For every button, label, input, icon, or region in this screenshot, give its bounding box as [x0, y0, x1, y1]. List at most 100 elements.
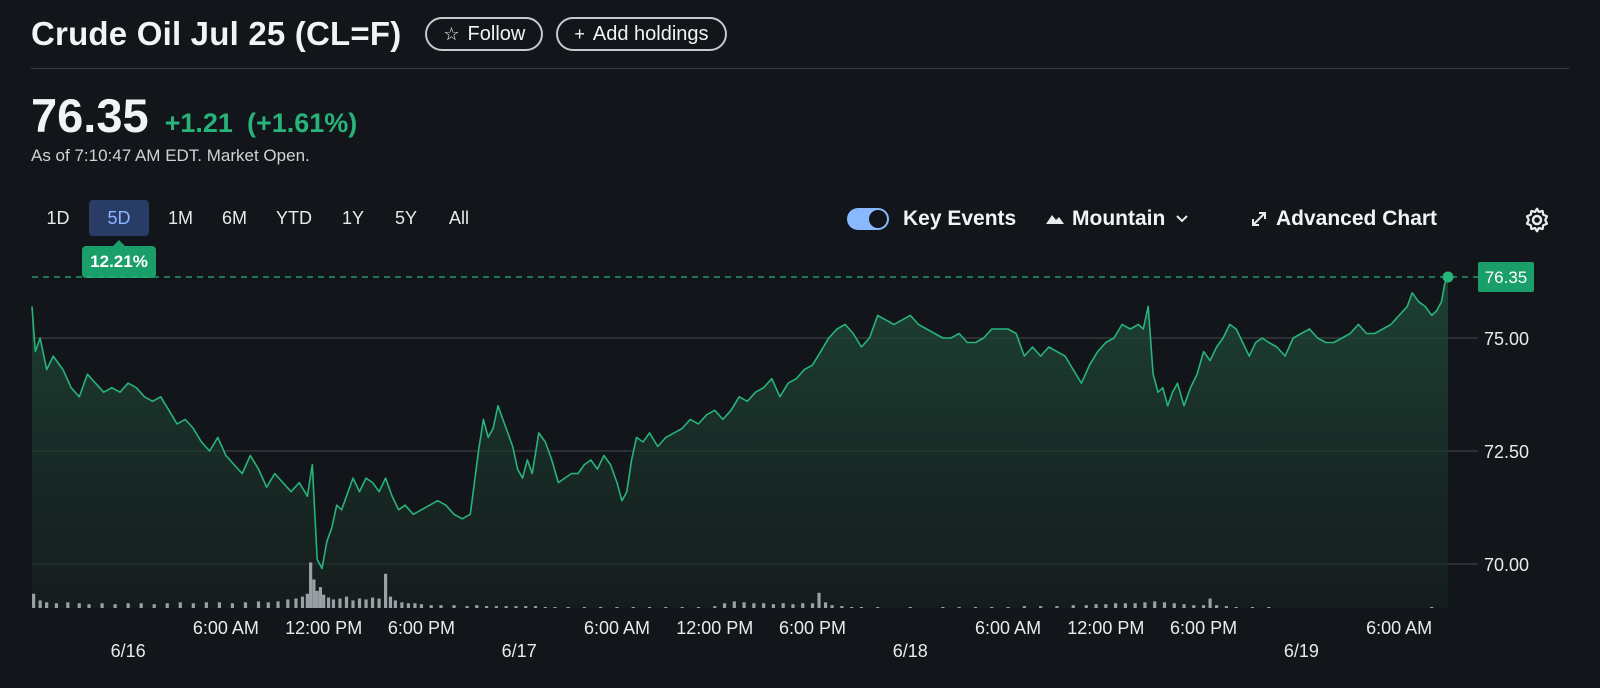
volume-bar [1104, 604, 1108, 608]
range-button-1y[interactable]: 1Y [342, 207, 365, 228]
volume-bar [139, 603, 143, 608]
key-events-toggle[interactable]: Key Events [847, 202, 1016, 236]
y-tick-label: 75.00 [1484, 329, 1529, 349]
volume-bar [204, 602, 208, 608]
key-events-label: Key Events [903, 207, 1017, 230]
volume-bar [696, 607, 701, 608]
volume-bar [524, 606, 528, 608]
last-price-label: 76.35 [1485, 268, 1528, 287]
range-button-all[interactable]: All [449, 207, 470, 228]
x-date-label: 6/18 [893, 641, 928, 661]
volume-bar [742, 602, 746, 608]
price-change-percent: (+1.61%) [246, 108, 358, 138]
volume-bar [1084, 605, 1088, 608]
volume-bar [1022, 606, 1026, 608]
volume-bar [230, 603, 235, 608]
toggle-switch[interactable] [847, 208, 889, 230]
volume-bar [1215, 605, 1219, 608]
volume-bar [351, 600, 355, 608]
range-button-5d[interactable]: 5D [89, 200, 149, 236]
volume-bar [45, 602, 49, 608]
volume-bar [178, 602, 182, 608]
volume-bar [494, 606, 498, 608]
x-date-label: 6/19 [1284, 641, 1319, 661]
volume-bar [1113, 603, 1118, 608]
volume-bar [419, 604, 424, 608]
volume-bar [771, 604, 776, 608]
volume-bar [582, 607, 586, 608]
price-chart[interactable]: 75.00 72.50 70.00 76.35 6:00 AM 12:00 PM 6:00 … [0, 240, 1600, 688]
volume-bar [1234, 607, 1238, 608]
price-value: 76.35 [31, 89, 149, 142]
volume-bar [276, 601, 280, 608]
volume-bar [452, 605, 456, 608]
volume-bar [732, 601, 736, 608]
volume-bar [377, 598, 381, 608]
volume-bar [217, 602, 221, 608]
volume-bar [165, 603, 169, 608]
volume-bar [152, 604, 156, 608]
range-button-5y[interactable]: 5Y [395, 207, 418, 228]
volume-bar [338, 598, 342, 608]
volume-bar [1172, 603, 1176, 608]
volume-bar [762, 603, 766, 608]
volume-bar [344, 596, 349, 608]
volume-bar [1192, 605, 1196, 608]
volume-bar [1094, 604, 1098, 608]
volume-bar [38, 600, 42, 608]
volume-bar [1182, 604, 1186, 608]
range-button-1m[interactable]: 1M [168, 207, 194, 228]
volume-bar [465, 606, 469, 608]
volume-bar [957, 607, 961, 608]
settings-gear-icon[interactable] [1522, 205, 1552, 235]
volume-bar [680, 607, 684, 608]
x-time-label: 12:00 PM [285, 618, 362, 638]
volume-bar [1208, 598, 1212, 608]
add-holdings-label: Add holdings [592, 22, 709, 45]
volume-bar [1224, 606, 1228, 608]
volume-bar [294, 598, 298, 608]
chevron-down-icon [1176, 215, 1189, 223]
volume-bar [504, 606, 508, 608]
range-button-6m[interactable]: 6M [222, 207, 248, 228]
volume-bar [87, 604, 91, 608]
volume-bar [413, 603, 417, 608]
volume-bar [318, 587, 323, 608]
advanced-chart-button[interactable]: Advanced Chart [1250, 202, 1437, 236]
volume-bar [1430, 607, 1434, 608]
range-button-ytd[interactable]: YTD [276, 207, 313, 228]
chart-type-dropdown[interactable]: Mountain [1046, 202, 1189, 236]
volume-bar [1006, 607, 1010, 608]
expand-icon [1252, 212, 1266, 226]
volume-bar [331, 599, 336, 608]
x-date-label: 6/16 [111, 641, 146, 661]
follow-button[interactable]: ☆ Follow [425, 17, 544, 51]
range-change-badge: 12.21% [82, 240, 156, 278]
volume-bar [1143, 602, 1147, 608]
volume-bar [393, 600, 397, 608]
volume-bar [312, 579, 316, 608]
volume-bar [326, 597, 331, 608]
volume-bar [485, 606, 489, 608]
volume-bar [973, 607, 978, 608]
volume-bar [1039, 606, 1043, 608]
add-holdings-button[interactable]: + Add holdings [556, 17, 727, 51]
volume-bar [859, 607, 863, 608]
volume-bar [305, 593, 309, 608]
price-change: +1.21 [164, 108, 233, 138]
range-button-1d[interactable]: 1D [46, 207, 70, 228]
volume-bar [908, 607, 912, 608]
x-time-label: 6:00 PM [1170, 618, 1237, 638]
x-time-label: 6:00 PM [779, 618, 846, 638]
volume-bar [840, 606, 844, 608]
volume-bar [1133, 603, 1137, 608]
volume-bar [1267, 607, 1271, 608]
volume-bar [54, 603, 59, 608]
volume-bar [791, 604, 795, 608]
volume-bar [533, 606, 538, 608]
volume-bar [817, 592, 821, 608]
volume-bar [781, 603, 785, 608]
volume-bar [32, 593, 36, 608]
range-selector: 1D 5D 1M 6M YTD 1Y 5Y All [36, 200, 490, 236]
x-time-label: 6:00 AM [193, 618, 259, 638]
